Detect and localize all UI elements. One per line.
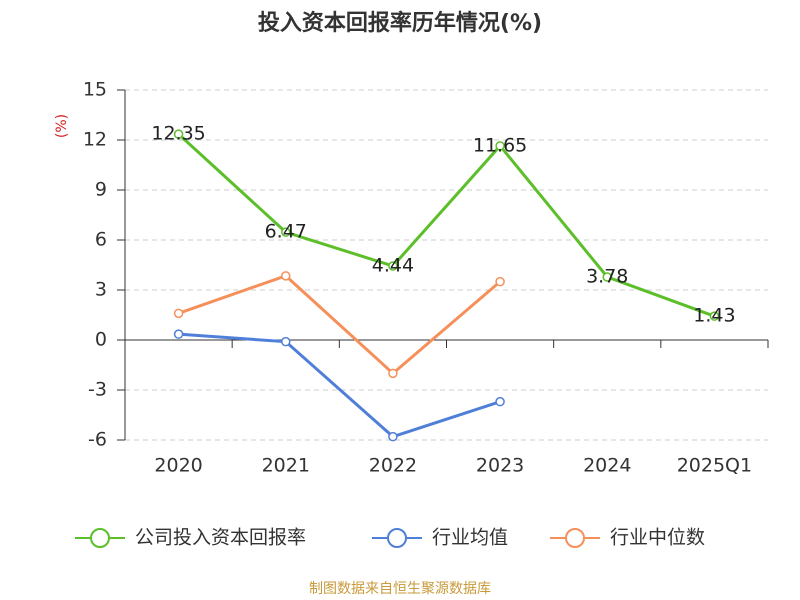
data-point	[602, 272, 612, 282]
legend-label: 行业中位数	[610, 527, 705, 549]
x-tick-label: 2021	[262, 455, 310, 477]
data-point	[495, 396, 505, 407]
y-tick-label: 15	[83, 79, 107, 101]
data-label: 12.35	[151, 123, 205, 145]
y-tick-label: -3	[88, 379, 107, 401]
data-label: 6.47	[265, 221, 307, 243]
x-tick-label: 2024	[583, 455, 631, 477]
data-label: 3.78	[586, 266, 628, 288]
data-point	[173, 329, 184, 339]
x-tick-label: 2025Q1	[677, 455, 752, 477]
y-tick-label: 12	[83, 129, 107, 151]
legend-label: 行业均值	[432, 527, 508, 549]
legend-label: 公司投入资本回报率	[135, 527, 306, 549]
data-point	[388, 261, 398, 271]
data-point	[709, 311, 720, 321]
data-point	[173, 308, 184, 319]
data-point	[495, 276, 505, 287]
series-line	[178, 332, 501, 439]
data-point	[388, 431, 398, 442]
data-point	[281, 227, 291, 237]
data-label: 4.44	[372, 255, 414, 277]
y-tick-label: 3	[95, 279, 107, 301]
legend-marker	[387, 528, 407, 548]
data-label: 11.65	[473, 134, 527, 156]
data-label: 1.43	[693, 305, 735, 327]
x-tick-label: 2022	[369, 455, 417, 477]
data-point	[281, 271, 291, 281]
source-note: 制图数据来自恒生聚源数据库	[309, 581, 491, 597]
y-axis-label: (%)	[54, 114, 70, 138]
y-tick-label: 9	[95, 179, 107, 201]
data-point	[281, 336, 291, 347]
x-tick-label: 2023	[476, 455, 524, 477]
y-tick-label: 0	[95, 329, 107, 351]
legend-marker	[90, 528, 110, 548]
series-line	[178, 274, 502, 376]
x-tick-label: 2020	[154, 455, 202, 477]
legend-marker	[565, 528, 585, 548]
data-point	[495, 141, 505, 151]
chart-title: 投入资本回报率历年情况(%)	[258, 10, 542, 36]
data-point	[388, 368, 398, 379]
y-tick-label: -6	[88, 429, 107, 451]
y-tick-label: 6	[95, 229, 107, 251]
data-point	[173, 129, 184, 139]
series-line	[177, 133, 715, 318]
